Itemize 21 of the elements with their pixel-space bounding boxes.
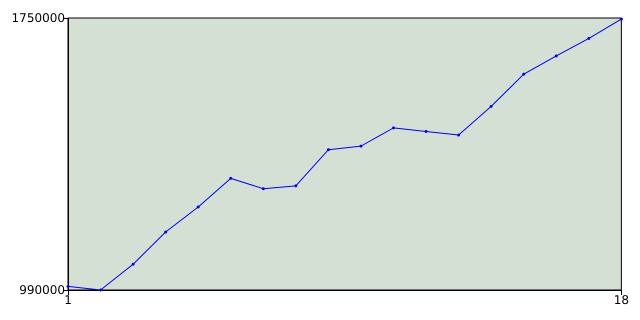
point [522, 72, 526, 76]
point [620, 18, 623, 21]
point [490, 104, 493, 108]
point [66, 284, 70, 288]
point [132, 262, 135, 266]
point [326, 148, 330, 152]
point [587, 36, 590, 40]
point [294, 184, 298, 188]
point [554, 54, 558, 58]
point [457, 134, 460, 137]
point [196, 205, 200, 208]
point [359, 144, 362, 148]
point [424, 130, 428, 133]
line-series [66, 18, 623, 292]
x-tick-label: 1 [64, 293, 72, 307]
point [262, 187, 265, 190]
y-tick-label: 1750000 [12, 11, 65, 25]
point [392, 126, 396, 130]
y-tick-label: 990000 [19, 283, 65, 297]
x-tick-label: 18 [614, 293, 630, 307]
point [164, 230, 168, 234]
